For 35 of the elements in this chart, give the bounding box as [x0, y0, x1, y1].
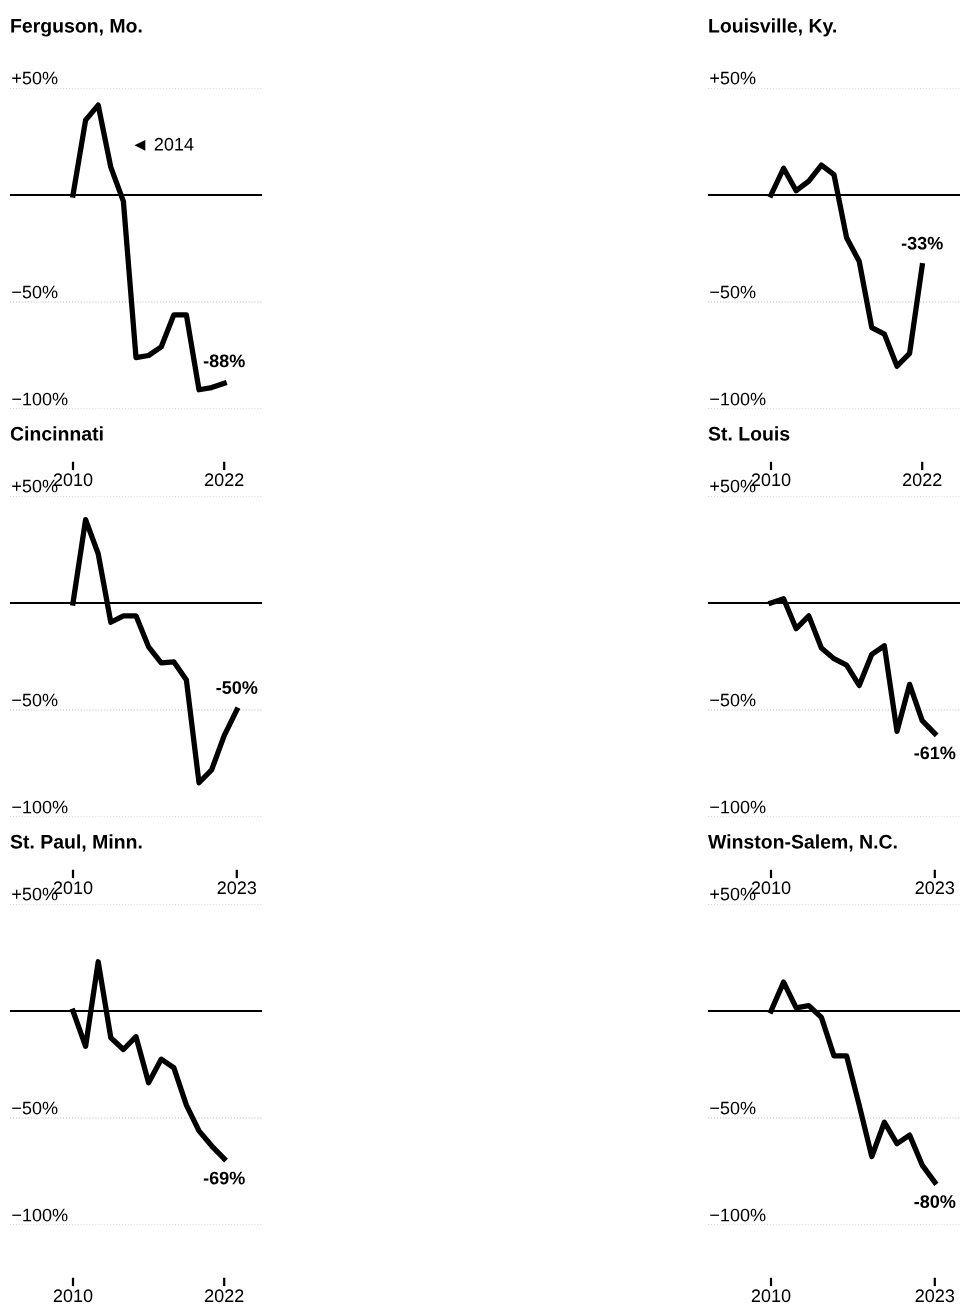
- x-tick-label: 2022: [903, 473, 942, 487]
- y-tick-label: −50%: [12, 285, 58, 299]
- data-label: -33%: [901, 236, 943, 250]
- x-tick-label: 2010: [751, 1289, 791, 1303]
- y-tick-label: −100%: [710, 392, 766, 406]
- chart-title: St. Louis: [708, 426, 790, 441]
- chart-title: Cincinnati: [10, 426, 103, 441]
- data-label: -61%: [914, 746, 956, 760]
- data-label: -69%: [203, 1171, 245, 1185]
- x-tick-label: 2023: [217, 881, 257, 895]
- y-tick-label: +50%: [710, 71, 756, 85]
- data-label: -80%: [914, 1195, 956, 1208]
- y-tick-label: −50%: [12, 1101, 58, 1115]
- y-tick-label: −100%: [710, 800, 766, 814]
- x-tick-label: 2010: [53, 1289, 93, 1303]
- y-tick-label: −50%: [710, 693, 756, 707]
- y-tick-label: −50%: [710, 1101, 756, 1115]
- y-tick-label: −50%: [12, 693, 58, 707]
- annotation: ◄ 2014: [134, 137, 194, 151]
- y-tick-label: −100%: [12, 800, 68, 814]
- chart-title: Louisville, Ky.: [709, 18, 836, 37]
- x-tick-label: 2023: [915, 881, 955, 895]
- chart-title: Ferguson, Mo.: [11, 19, 142, 37]
- x-tick-label: 2023: [915, 1289, 955, 1303]
- chart-title: Winston-Salem, N.C.: [708, 834, 897, 852]
- y-tick-label: −100%: [12, 1208, 68, 1222]
- y-tick-label: −100%: [12, 392, 68, 406]
- data-label: -50%: [216, 681, 258, 694]
- x-tick-label: 2022: [205, 1289, 244, 1303]
- y-tick-label: +50%: [12, 71, 58, 85]
- x-tick-label: 2022: [205, 473, 244, 487]
- y-tick-label: −50%: [710, 285, 756, 299]
- chart-title: St. Paul, Minn.: [10, 834, 142, 852]
- data-label: -88%: [203, 354, 245, 368]
- y-tick-label: −100%: [710, 1208, 766, 1222]
